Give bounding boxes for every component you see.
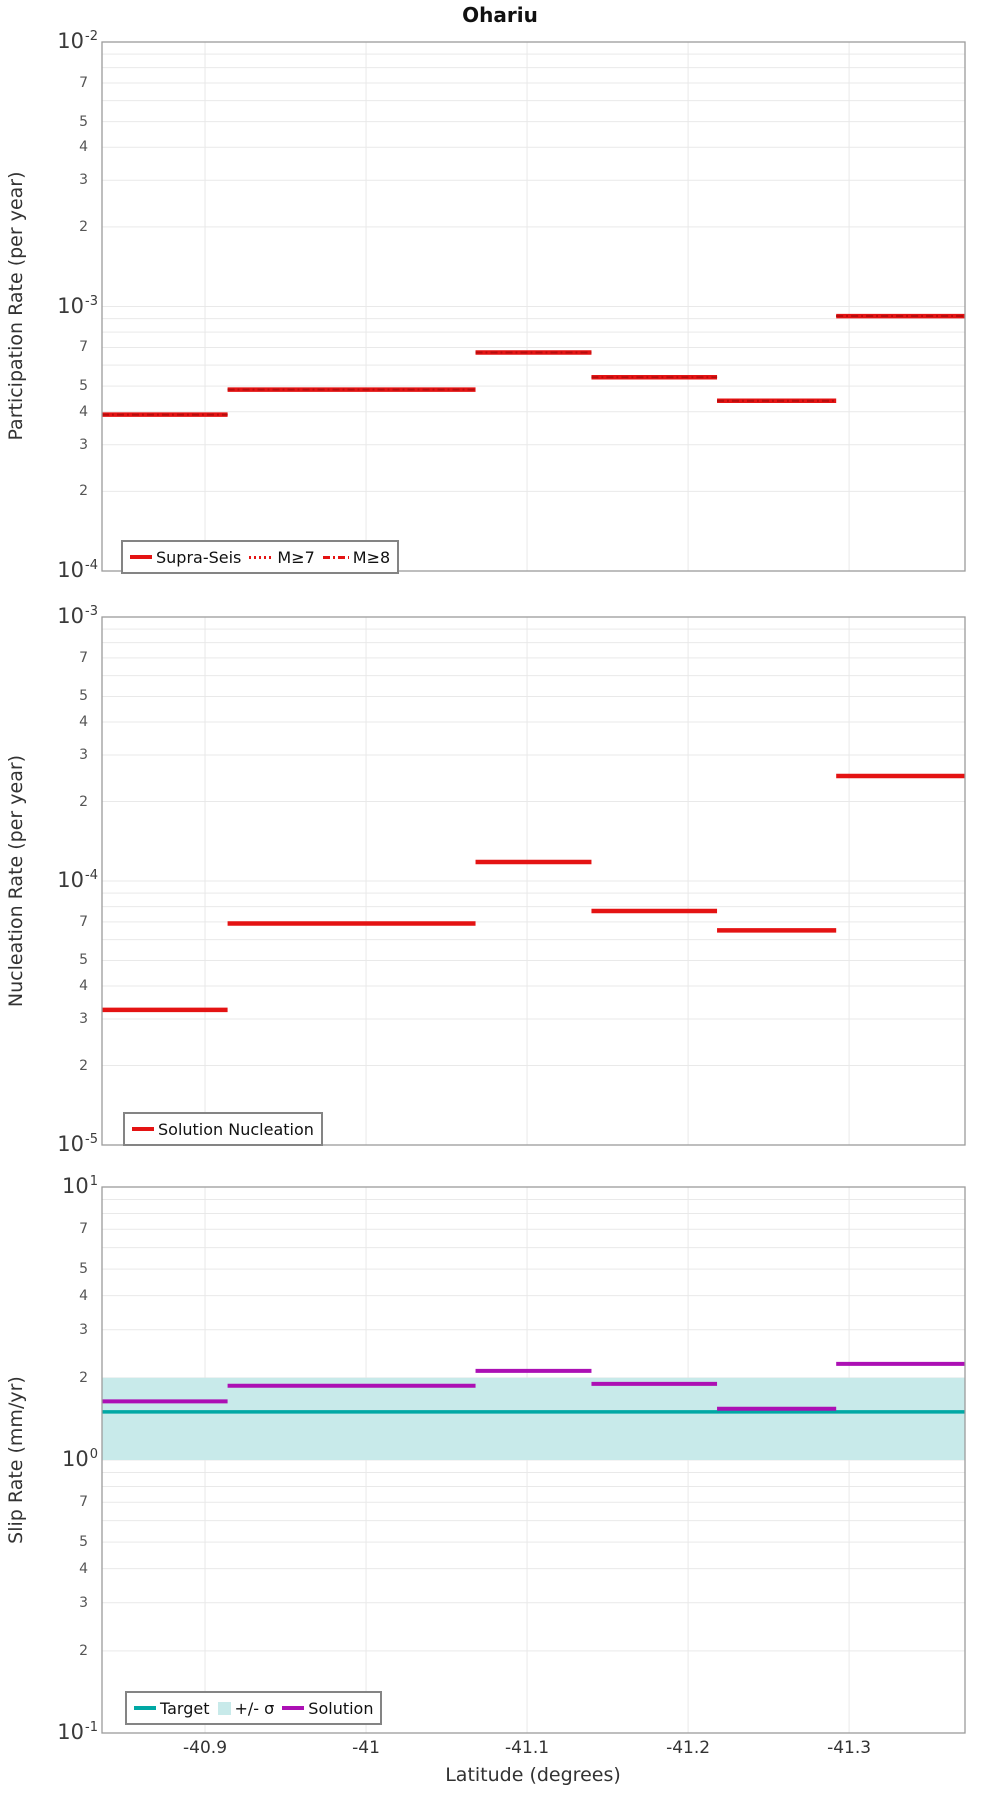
y-tick-minor-label: 7 bbox=[79, 339, 88, 356]
y-tick-major-label: 10-4 bbox=[57, 558, 98, 582]
y-tick-minor-label: 5 bbox=[79, 113, 88, 130]
y-tick-major-label: 101 bbox=[61, 1174, 98, 1198]
y-tick-minor-label: 2 bbox=[79, 793, 88, 810]
legend-item[interactable]: M≥7 bbox=[249, 547, 315, 567]
y-tick-minor-label: 7 bbox=[79, 649, 88, 666]
legend-dashdot-swatch bbox=[322, 555, 349, 559]
x-tick-label: -41.2 bbox=[666, 1738, 711, 1758]
y-tick-minor-label: 3 bbox=[79, 1594, 88, 1611]
legend-patch-swatch bbox=[217, 1701, 231, 1715]
legend-item-label: Supra-Seis bbox=[156, 547, 242, 567]
legend-solid-swatch bbox=[130, 555, 152, 559]
y-tick-minor-label: 5 bbox=[79, 378, 88, 395]
y-tick-minor-label: 2 bbox=[79, 218, 88, 235]
y-tick-minor-label: 2 bbox=[79, 483, 88, 500]
x-tick-label: -41 bbox=[352, 1738, 380, 1758]
y-tick-minor-label: 7 bbox=[79, 1494, 88, 1511]
legend-item-label: M≥8 bbox=[352, 547, 391, 567]
y-tick-minor-label: 2 bbox=[79, 1642, 88, 1659]
y-tick-minor-label: 7 bbox=[79, 74, 88, 91]
y-tick-minor-label: 4 bbox=[79, 714, 88, 731]
y-tick-minor-label: 4 bbox=[79, 403, 88, 420]
legend-solid-swatch bbox=[282, 1706, 305, 1710]
y-tick-major-label: 10-3 bbox=[57, 293, 98, 318]
legend-item[interactable]: +/- σ bbox=[217, 1698, 275, 1718]
y-tick-minor-label: 3 bbox=[79, 1011, 88, 1028]
legend-item[interactable]: Solution bbox=[282, 1699, 373, 1718]
y-tick-major-label: 10-1 bbox=[57, 1720, 98, 1744]
y-tick-minor-label: 4 bbox=[79, 1287, 88, 1304]
legend-solid-swatch bbox=[134, 1706, 156, 1710]
y-tick-minor-label: 4 bbox=[79, 1560, 88, 1577]
y-tick-minor-label: 4 bbox=[79, 978, 88, 995]
y-tick-minor-label: 7 bbox=[79, 1221, 88, 1238]
legend-item[interactable]: Solution Nucleation bbox=[132, 1120, 314, 1139]
legend-dotted-swatch bbox=[249, 555, 274, 559]
legend-slip-rate[interactable]: Target +/- σ Solution bbox=[125, 1691, 383, 1725]
x-tick-label: -41.1 bbox=[505, 1738, 550, 1758]
x-tick-label: -40.9 bbox=[183, 1738, 228, 1758]
y-tick-minor-label: 3 bbox=[79, 436, 88, 453]
legend-solid-swatch bbox=[132, 1127, 154, 1131]
y-tick-minor-label: 3 bbox=[79, 747, 88, 764]
legend-nucleation[interactable]: Solution Nucleation bbox=[123, 1112, 323, 1146]
y-tick-major-label: 10-4 bbox=[57, 868, 98, 892]
x-tick-label: -41.3 bbox=[827, 1738, 872, 1758]
legend-item-label: Target bbox=[160, 1698, 210, 1718]
figure-title: Ohariu bbox=[462, 3, 538, 27]
y-tick-minor-label: 5 bbox=[79, 952, 88, 969]
legend-item[interactable]: Target bbox=[134, 1699, 210, 1718]
y-tick-major-label: 10-2 bbox=[57, 29, 98, 53]
y-tick-minor-label: 5 bbox=[79, 1534, 88, 1551]
y-tick-minor-label: 4 bbox=[79, 139, 88, 156]
y-tick-major-label: 10-3 bbox=[57, 604, 98, 628]
y-tick-minor-label: 3 bbox=[79, 1321, 88, 1338]
y-tick-minor-label: 3 bbox=[79, 172, 88, 189]
legend-item[interactable]: Supra-Seis bbox=[130, 548, 241, 567]
legend-item-label: M≥7 bbox=[277, 547, 315, 567]
legend-item-label: Solution Nucleation bbox=[158, 1119, 314, 1139]
legend-item-label: +/- σ bbox=[234, 1698, 275, 1718]
y-tick-major-label: 10-5 bbox=[57, 1132, 98, 1156]
legend-participation[interactable]: Supra-Seis M≥7 M≥8 bbox=[121, 540, 400, 574]
x-axis-title: Latitude (degrees) bbox=[445, 1764, 621, 1786]
y-tick-minor-label: 2 bbox=[79, 1369, 88, 1386]
legend-item[interactable]: M≥8 bbox=[322, 547, 391, 567]
y-tick-minor-label: 5 bbox=[79, 1261, 88, 1278]
legend-item-label: Solution bbox=[308, 1698, 374, 1718]
y-tick-major-label: 100 bbox=[61, 1447, 98, 1471]
y-tick-minor-label: 7 bbox=[79, 913, 88, 930]
y-tick-minor-label: 2 bbox=[79, 1057, 88, 1074]
y-tick-minor-label: 5 bbox=[79, 688, 88, 705]
